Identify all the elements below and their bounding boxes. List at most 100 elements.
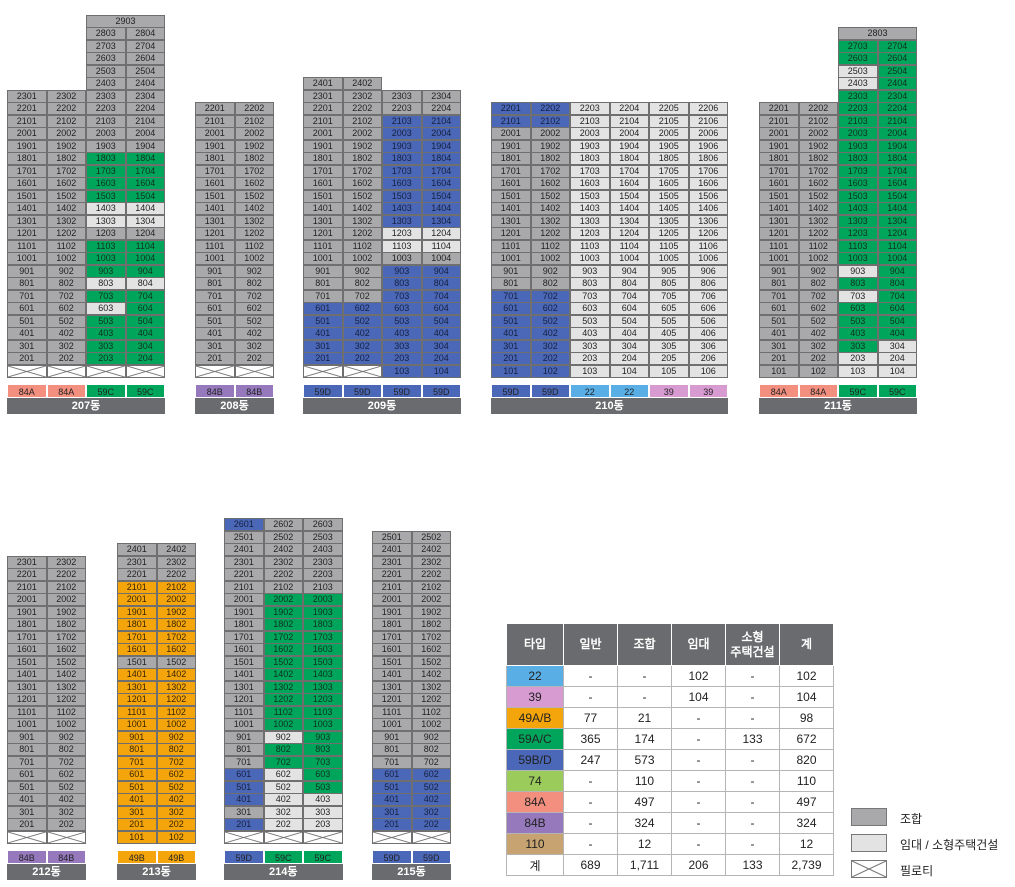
unit-cell: 805 [649, 277, 689, 290]
unit-cell: 404 [125, 327, 165, 340]
unit-cell: 102 [530, 364, 570, 378]
unit-cell: 1706 [688, 164, 728, 178]
unit-cell: 803 [303, 743, 343, 756]
unit-cell: 1704 [421, 164, 461, 178]
unit-cell: 502 [342, 314, 382, 328]
unit-cell: 904 [125, 264, 165, 278]
unit-cell: 1702 [46, 630, 86, 644]
unit-cell: 806 [688, 277, 728, 290]
unit-cell: 2102 [46, 114, 86, 128]
unit-cell: 1004 [609, 252, 649, 265]
piloti-cell [342, 364, 382, 378]
value-cell: - [563, 665, 618, 687]
unit-cell: 1801 [7, 152, 47, 165]
unit-cell: 2303 [303, 555, 343, 569]
unit-cell: 1601 [491, 177, 531, 190]
legend-label: 조합 [900, 812, 923, 826]
unit-cell: 902 [46, 730, 86, 744]
unit-cell: 2204 [125, 102, 165, 115]
unit-cell: 1501 [372, 655, 412, 669]
unit-cell: 302 [156, 805, 196, 819]
table-row: 110-12- -12 [506, 833, 834, 855]
unit-cell: 1601 [759, 177, 799, 190]
unit-cell: 1102 [234, 239, 274, 253]
unit-cell: 503 [303, 780, 343, 794]
unit-cell: 1101 [372, 705, 412, 719]
unit-cell: 403 [382, 327, 422, 340]
unit-cell: 2202 [411, 568, 451, 581]
unit-cell: 1004 [877, 252, 917, 265]
unit-cell: 1502 [342, 189, 382, 203]
unit-cell: 901 [303, 264, 343, 278]
unit-cell: 1702 [411, 630, 451, 644]
unit-cell: 2002 [798, 127, 838, 140]
unit-cell: 2402 [411, 543, 451, 556]
unit-cell: 1704 [877, 164, 917, 178]
unit-cell: 601 [7, 768, 47, 781]
unit-cell: 705 [649, 289, 689, 303]
unit-cell: 402 [234, 327, 274, 340]
unit-cell: 1301 [7, 680, 47, 694]
unit-cell: 502 [530, 314, 570, 328]
unit-cell: 704 [125, 289, 165, 303]
unit-cell: 502 [46, 314, 86, 328]
piloti-cell [195, 364, 235, 378]
unit-cell: 2204 [421, 102, 461, 115]
unit-cell: 301 [117, 805, 157, 819]
unit-cell: 2004 [877, 127, 917, 140]
type-label: 59C [86, 384, 126, 398]
piloti-cell [125, 364, 165, 378]
unit-cell: 802 [46, 743, 86, 756]
unit-cell: 1303 [570, 214, 610, 228]
col-total-header: 계 [779, 623, 834, 666]
unit-cell: 2302 [342, 89, 382, 103]
unit-cell: 1902 [342, 139, 382, 153]
unit-cell: 1802 [798, 152, 838, 165]
unit-cell: 1403 [570, 202, 610, 215]
value-cell: 12 [779, 833, 834, 855]
unit-cell: 1201 [7, 693, 47, 706]
value-cell: 110 [779, 770, 834, 792]
value-cell: 98 [779, 707, 834, 729]
unit-cell: 403 [838, 327, 878, 340]
unit-cell: 1103 [570, 239, 610, 253]
unit-cell: 2301 [224, 555, 264, 569]
unit-cell: 303 [303, 805, 343, 819]
unit-cell: 1005 [649, 252, 689, 265]
unit-cell: 2403 [303, 543, 343, 556]
unit-cell: 501 [372, 780, 412, 794]
unit-cell: 1903 [303, 605, 343, 619]
unit-cell: 1702 [156, 630, 196, 644]
unit-cell: 103 [382, 364, 422, 378]
unit-cell: 1901 [7, 605, 47, 619]
table-row: 59B/D 247 573- -820 [506, 749, 834, 771]
unit-cell: 902 [263, 730, 303, 744]
unit-cell: 1803 [838, 152, 878, 165]
unit-cell: 701 [491, 289, 531, 303]
unit-cell: 2303 [838, 89, 878, 103]
unit-cell: 602 [530, 302, 570, 315]
col-union-header: 조합 [617, 623, 672, 666]
unit-cell: 701 [303, 289, 343, 303]
unit-cell: 1604 [125, 177, 165, 190]
unit-cell: 904 [609, 264, 649, 278]
unit-cell: 1103 [303, 705, 343, 719]
unit-cell: 1802 [342, 152, 382, 165]
total-cell: 계 [506, 854, 564, 876]
unit-cell: 402 [342, 327, 382, 340]
type-cell: 74 [506, 770, 564, 792]
table-row: 22- -102-102 [506, 665, 834, 687]
total-cell: 1,711 [617, 854, 672, 876]
unit-cell: 801 [224, 743, 264, 756]
unit-cell: 1801 [224, 618, 264, 631]
unit-cell: 1106 [688, 239, 728, 253]
unit-cell: 201 [491, 352, 531, 365]
unit-cell: 1504 [877, 189, 917, 203]
unit-cell: 2703 [838, 39, 878, 53]
unit-cell: 2703 [86, 39, 126, 53]
unit-cell: 704 [421, 289, 461, 303]
unit-cell: 1901 [224, 605, 264, 619]
unit-cell: 603 [86, 302, 126, 315]
unit-cell: 2204 [877, 102, 917, 115]
unit-cell: 1501 [195, 189, 235, 203]
